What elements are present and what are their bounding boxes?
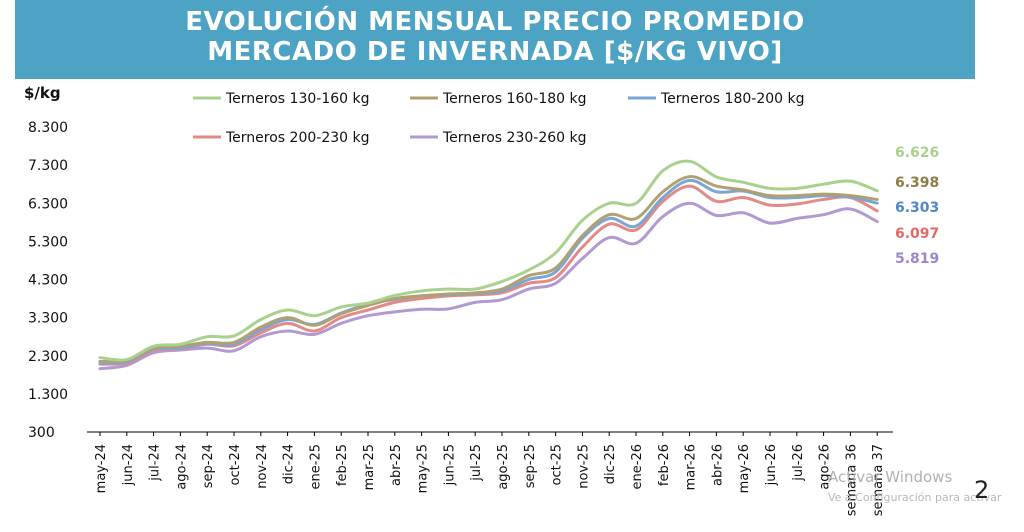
series-end-value-label: 6.303 xyxy=(895,200,939,216)
x-tick-label: feb-25 xyxy=(335,444,350,486)
legend-label: Terneros 180-200 kg xyxy=(660,91,804,107)
x-tick-label: jun-25 xyxy=(442,444,457,486)
y-tick-label: 7.300 xyxy=(28,158,68,174)
x-tick-label: mar-26 xyxy=(684,444,699,490)
series-line xyxy=(98,201,879,371)
y-axis-unit-label: $/kg xyxy=(24,84,61,102)
page-number: 2 xyxy=(974,476,990,504)
x-tick-label: semana 36 xyxy=(844,444,859,516)
series-end-value-label: 6.097 xyxy=(895,226,939,242)
legend-label: Terneros 230-260 kg xyxy=(442,130,586,146)
series-end-value-label: 5.819 xyxy=(895,251,939,267)
x-tick-label: ago-24 xyxy=(174,444,189,490)
windows-activation-watermark: Activar Windows xyxy=(828,468,953,486)
legend-label: Terneros 200-230 kg xyxy=(225,130,369,146)
x-tick-label: feb-26 xyxy=(657,444,672,486)
y-tick-label: 8.300 xyxy=(28,120,68,136)
x-tick-label: dic-25 xyxy=(603,444,618,484)
x-tick-label: ago-26 xyxy=(818,444,833,490)
x-tick-label: sep-25 xyxy=(523,444,538,488)
windows-activation-hint: Ve a Configuración para activar xyxy=(828,491,1002,504)
series-line xyxy=(98,159,879,362)
x-tick-label: may-25 xyxy=(416,444,431,493)
y-tick-label: 4.300 xyxy=(28,273,68,289)
legend-label: Terneros 130-160 kg xyxy=(225,91,369,107)
x-tick-label: may-24 xyxy=(94,444,109,493)
x-tick-label: jul-26 xyxy=(791,444,806,482)
x-tick-label: oct-25 xyxy=(550,444,565,485)
chart-title-line2: MERCADO DE INVERNADA [$/KG VIVO] xyxy=(207,37,783,67)
chart-title-line1: EVOLUCIÓN MENSUAL PRECIO PROMEDIO xyxy=(185,7,805,37)
y-tick-label: 6.300 xyxy=(28,196,68,212)
x-tick-label: oct-24 xyxy=(228,444,243,485)
x-tick-label: ene-26 xyxy=(630,444,645,489)
x-tick-label: may-26 xyxy=(737,444,752,493)
y-tick-label: 2.300 xyxy=(28,349,68,365)
x-tick-label: abr-25 xyxy=(389,444,404,486)
x-tick-label: semana 37 xyxy=(871,444,886,516)
title-banner: EVOLUCIÓN MENSUAL PRECIO PROMEDIO MERCAD… xyxy=(15,0,975,79)
x-tick-label: ene-25 xyxy=(308,444,323,489)
series-line xyxy=(98,175,879,364)
y-tick-label: 300 xyxy=(28,425,55,441)
x-tick-label: nov-25 xyxy=(576,444,591,489)
series-end-value-label: 6.398 xyxy=(895,175,939,191)
x-tick-label: dic-24 xyxy=(282,444,297,484)
legend-label: Terneros 160-180 kg xyxy=(442,91,586,107)
x-tick-label: nov-24 xyxy=(255,444,270,489)
x-tick-label: sep-24 xyxy=(201,444,216,488)
y-tick-label: 3.300 xyxy=(28,311,68,327)
x-tick-label: ago-25 xyxy=(496,444,511,490)
x-tick-label: jul-24 xyxy=(148,444,163,482)
series-end-value-label: 6.626 xyxy=(895,145,939,161)
x-tick-label: abr-26 xyxy=(710,444,725,486)
x-tick-label: mar-25 xyxy=(362,444,377,490)
x-tick-label: jun-24 xyxy=(121,444,136,486)
x-tick-label: jul-25 xyxy=(469,444,484,482)
y-tick-label: 1.300 xyxy=(28,387,68,403)
x-tick-label: jun-26 xyxy=(764,444,779,486)
y-tick-label: 5.300 xyxy=(28,234,68,250)
